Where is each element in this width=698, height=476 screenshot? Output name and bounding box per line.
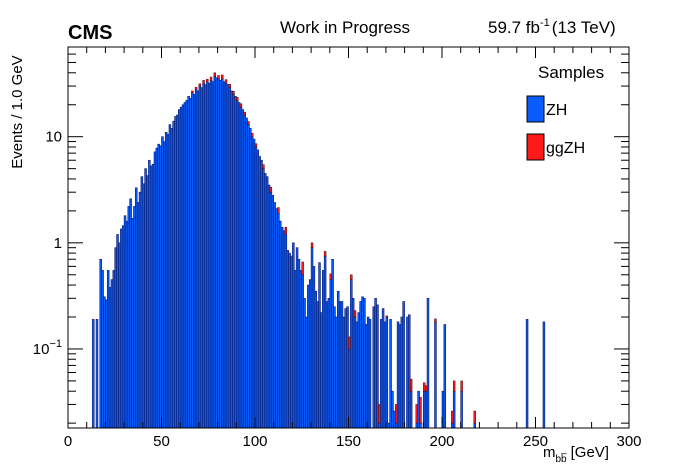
ggzh-bin-bar [310,242,314,248]
ggzh-bin-bar [213,72,216,77]
ggzh-bin-bar [348,336,351,350]
ggzh-bin-bar [262,164,265,169]
ggzh-bin-bar [301,261,304,276]
ggzh-bin-bar [217,75,220,80]
y-tick-label: 1 [54,235,62,252]
lumi-label: 59.7 fb-1 (13 TeV) [488,17,616,37]
ggzh-bin-bar [409,378,413,392]
zh-bin-bar [434,321,437,429]
zh-bin-bar [443,324,447,429]
y-tick-label: 10 [45,129,62,146]
zh-bin-bar [417,390,420,429]
x-axis-label: mbb̅ [GeV] [543,444,609,465]
zh-series [92,76,546,429]
x-tick-label: 50 [153,433,170,450]
legend-label-ggzh: ggZH [546,140,585,157]
zh-bin-bar [542,321,546,429]
energy-label: (13 TeV) [552,18,616,37]
ggzh-bin-bar [251,132,254,137]
ggzh-bin-bar [434,318,437,323]
ggzh-bin-bar [424,385,428,392]
legend-swatch-ggzh [526,133,545,161]
y-tick-label: 10−1 [33,338,62,358]
ggzh-bin-bar [378,404,381,424]
ggzh-bin-bar [254,143,258,148]
ggzh-bin-bar [473,410,476,424]
ggzh-bin-bar [194,87,198,90]
ggzh-bin-bar [323,251,327,257]
ggzh-bin-bar [415,404,418,424]
y-axis-label: Events / 1.0 GeV [9,55,26,168]
zh-bin-bar [525,319,529,429]
axes: 0 50 100 150 200 250 300 10−1 1 10 [33,46,642,450]
x-axis-label-unit: [GeV] [571,444,609,461]
lumi-value: 59.7 fb [488,18,540,37]
ggzh-bin-bar [239,103,243,108]
ggzh-bin-bar [277,207,280,214]
ggzh-bin-bar [202,80,205,84]
ggzh-bin-bar [451,410,454,424]
ggzh-bin-bar [243,111,246,116]
lumi-exponent: -1 [540,17,550,29]
ggzh-bin-bar [419,397,422,424]
x-tick-label: 100 [242,433,267,450]
zh-bin-bar [419,422,422,429]
x-tick-label: 250 [523,433,548,450]
ggzh-bin-bar [221,74,224,80]
x-tick-label: 0 [64,433,72,450]
zh-bin-bar [376,304,379,429]
status-label: Work in Progress [280,18,410,37]
ggzh-bin-bar [284,227,288,235]
x-axis-label-sub: bb̅ [556,453,568,465]
ggzh-bin-bar [198,83,202,87]
legend-swatch-zh [526,95,545,123]
zh-bin-bar [385,316,389,429]
legend-label-zh: ZH [546,102,567,119]
ggzh-bin-bar [191,90,194,93]
ggzh-bin-bar [206,78,209,82]
ggzh-bin-bar [209,76,213,81]
x-tick-label: 300 [616,433,641,450]
ggzh-bin-bar [247,121,250,125]
cms-label: CMS [68,22,112,44]
ggzh-bin-bar [460,380,463,392]
ggzh-bin-bar [269,186,273,193]
ggzh-bin-bar [385,315,389,318]
ggzh-bin-bar [452,380,456,392]
x-axis-label-main: m [543,444,556,461]
zh-bin-bar [409,390,413,429]
zh-bin-bar [92,319,95,429]
ggzh-series [191,72,476,424]
ggzh-bin-bar [350,274,353,280]
zh-bin-bar [402,301,405,429]
ggzh-bin-bar [353,310,357,318]
legend: Samples ZH ggZH [526,63,604,161]
zh-bin-bar [473,422,476,429]
ggzh-bin-bar [423,382,426,392]
x-tick-label: 150 [336,433,361,450]
zh-bin-bar [426,298,430,429]
ggzh-bin-bar [329,273,332,280]
ggzh-bin-bar [232,91,235,95]
ggzh-bin-bar [395,404,398,424]
zh-bin-bar [452,390,456,429]
zh-bin-bar [368,319,372,429]
ggzh-bin-bar [228,84,231,88]
x-tick-label: 200 [429,433,454,450]
ggzh-bin-bar [224,79,228,84]
legend-title: Samples [538,63,604,82]
zh-bin-bar [95,319,99,429]
ggzh-bin-bar [236,97,239,101]
